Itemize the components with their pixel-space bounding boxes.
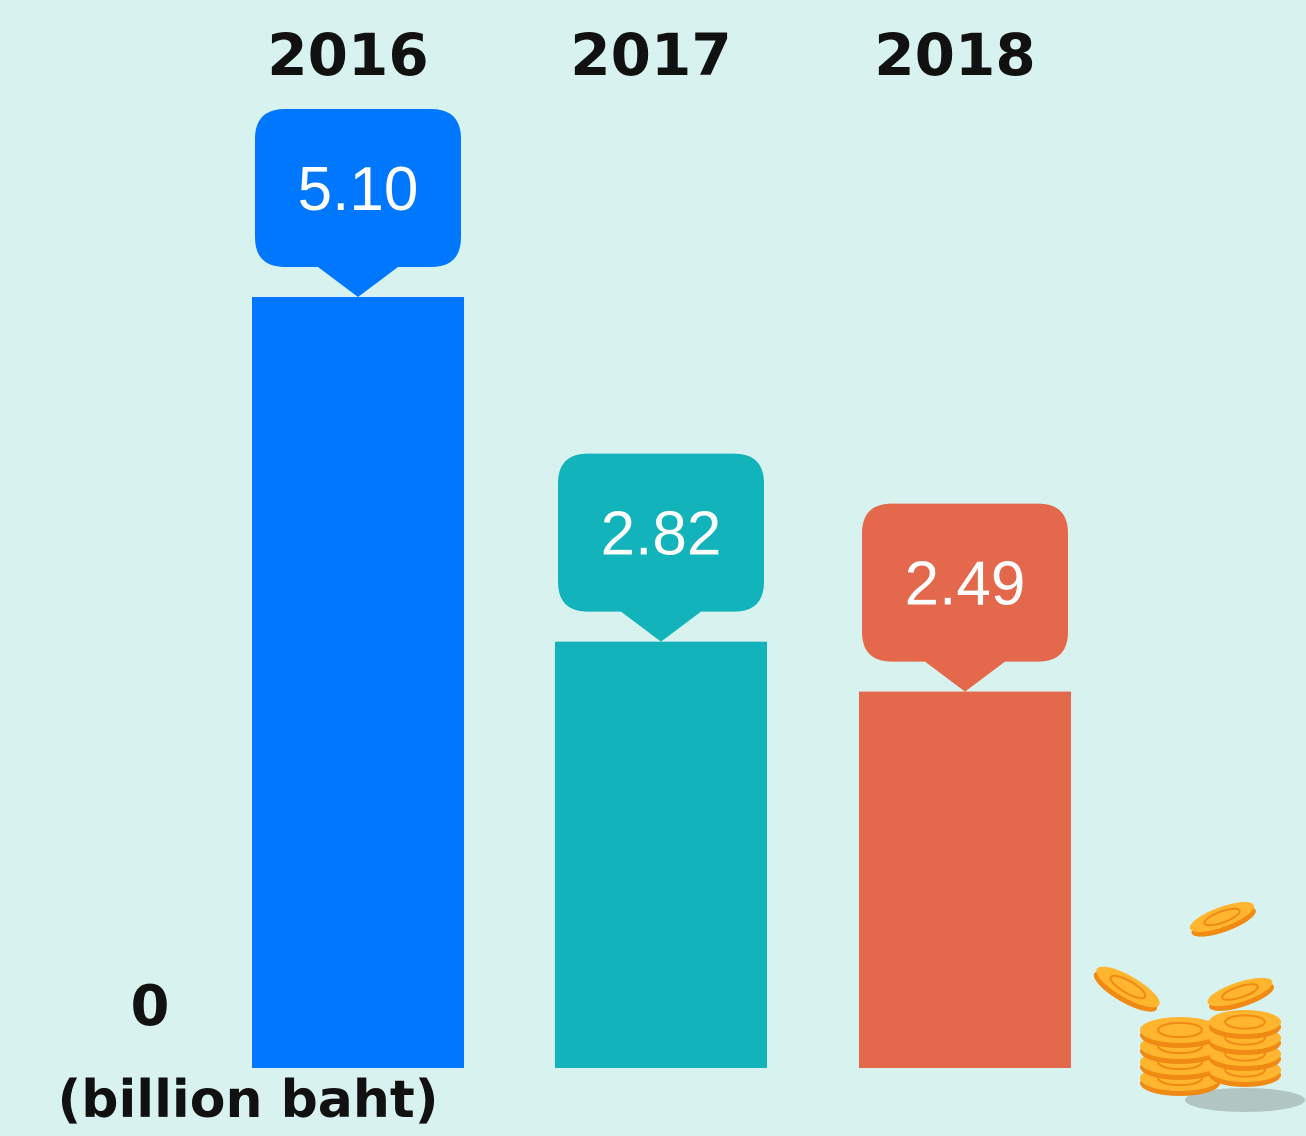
value-callout-2016 (255, 109, 461, 297)
data-label-2018: 2.49 (905, 550, 1026, 619)
bar-2017 (555, 641, 767, 1068)
coin-shadow (1185, 1088, 1305, 1112)
data-label-2016: 5.10 (298, 155, 419, 224)
coin-icon (1093, 966, 1160, 1012)
labels-layer: 5.10 2016 2.82 2017 2.49 2018 (255, 21, 1068, 692)
category-label-2016: 2016 (267, 21, 428, 89)
data-label-2017: 2.82 (601, 500, 722, 569)
unit-label: (billion baht) (57, 1070, 438, 1130)
bar-2016 (252, 297, 464, 1068)
coin-icon (1209, 1010, 1281, 1039)
coin-stack-icon (1093, 902, 1305, 1112)
category-label-2018: 2018 (874, 21, 1035, 89)
bar-2018 (859, 691, 1071, 1068)
coin-icon (1207, 977, 1275, 1011)
coin-icon (1140, 1017, 1220, 1048)
coin-icon (1189, 902, 1256, 937)
bars-layer (252, 297, 1071, 1068)
y-axis-zero-label: 0 (131, 974, 170, 1039)
category-label-2017: 2017 (570, 21, 731, 89)
value-callout-2018 (862, 503, 1068, 692)
value-callout-2017 (558, 453, 764, 642)
